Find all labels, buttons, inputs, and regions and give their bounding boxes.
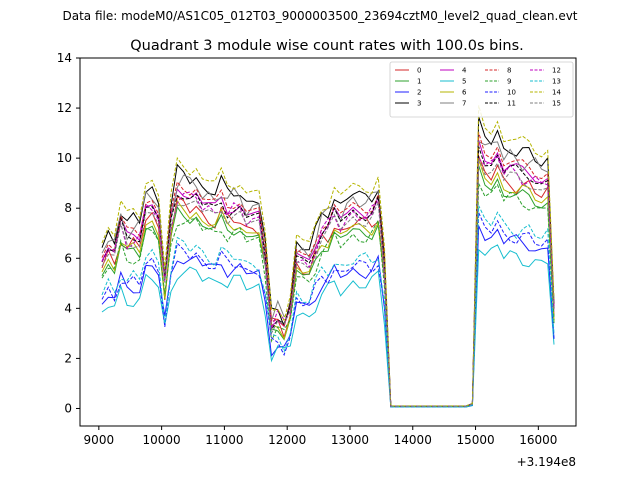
legend-label-3: 3 [417, 100, 421, 108]
y-tick-label-12: 12 [57, 101, 72, 115]
legend-label-9: 9 [507, 78, 511, 86]
x-tick-label-15000: 15000 [456, 433, 494, 447]
y-tick-label-4: 4 [64, 301, 72, 315]
x-offset-label: +3.194e8 [517, 455, 576, 469]
y-tick-label-14: 14 [57, 51, 72, 65]
x-tick-label-12000: 12000 [268, 433, 306, 447]
series-line-11 [101, 146, 555, 407]
x-tick-label-16000: 16000 [519, 433, 557, 447]
series-line-1 [101, 165, 555, 407]
y-tick-label-0: 0 [64, 401, 72, 415]
y-tick-label-8: 8 [64, 201, 72, 215]
series-line-13 [101, 205, 555, 408]
legend-label-5: 5 [462, 78, 466, 86]
legend-label-2: 2 [417, 89, 421, 97]
legend-label-10: 10 [507, 89, 516, 97]
x-tick-label-9000: 9000 [84, 433, 115, 447]
chart-title: Quadrant 3 module wise count rates with … [130, 38, 524, 54]
legend-label-4: 4 [462, 67, 467, 75]
legend-label-1: 1 [417, 78, 421, 86]
legend-label-0: 0 [417, 67, 421, 75]
series-line-15 [101, 157, 555, 407]
x-tick-label-14000: 14000 [394, 433, 432, 447]
x-tick-label-11000: 11000 [205, 433, 243, 447]
y-tick-label-6: 6 [64, 251, 72, 265]
series-line-9 [101, 183, 555, 407]
series-line-7 [101, 140, 555, 407]
legend-label-15: 15 [552, 100, 561, 108]
axes-frame [79, 57, 577, 427]
legend-label-8: 8 [507, 67, 511, 75]
legend-label-7: 7 [462, 100, 466, 108]
legend-label-11: 11 [507, 100, 516, 108]
y-tick-label-2: 2 [64, 351, 72, 365]
x-tick-label-13000: 13000 [331, 433, 369, 447]
legend-label-13: 13 [552, 78, 561, 86]
legend-label-12: 12 [552, 67, 561, 75]
series-line-5 [101, 244, 555, 408]
series-line-3 [101, 116, 555, 407]
y-tick-label-10: 10 [57, 151, 72, 165]
chart-suptitle: Data file: modeM0/AS1C05_012T03_90000035… [62, 9, 577, 23]
series-line-12 [101, 156, 555, 407]
legend-label-6: 6 [462, 89, 467, 97]
plot-area: 9000 10000 11000 12000 13000 14000 15000 16000 0… [57, 51, 577, 447]
x-tick-label-10000: 10000 [143, 433, 181, 447]
legend-label-14: 14 [552, 89, 561, 97]
legend-box [389, 61, 574, 118]
